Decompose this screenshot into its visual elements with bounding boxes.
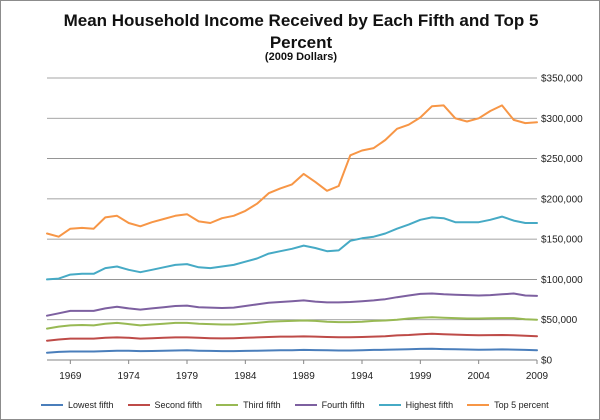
series-line-third-fifth bbox=[46, 316, 538, 330]
y-tick-label: $300,000 bbox=[541, 114, 583, 125]
x-tick-label: 1984 bbox=[234, 371, 257, 382]
legend-swatch bbox=[467, 403, 490, 407]
legend-label: Fourth fifth bbox=[321, 400, 365, 410]
chart-subtitle: (2009 Dollars) bbox=[264, 51, 338, 63]
legend-item: Highest fifth bbox=[378, 400, 454, 410]
legend-item: Third fifth bbox=[216, 400, 281, 410]
y-tick-label: $200,000 bbox=[541, 194, 583, 205]
legend-swatch bbox=[378, 403, 401, 407]
y-tick-label: $100,000 bbox=[541, 275, 583, 286]
x-tick-label: 1994 bbox=[351, 371, 374, 382]
legend: Lowest fifth Second fifth Third fifth Fourt… bbox=[41, 397, 581, 413]
x-tick-label: 1974 bbox=[118, 371, 141, 382]
x-tick-label: 1979 bbox=[176, 371, 199, 382]
legend-item: Lowest fifth bbox=[41, 400, 114, 410]
x-tick-label: 2004 bbox=[468, 371, 491, 382]
series-line-lowest-fifth bbox=[46, 347, 538, 354]
series-line-highest-fifth bbox=[46, 215, 538, 281]
y-tick-label: $350,000 bbox=[541, 74, 583, 85]
x-tick-label: 2009 bbox=[526, 371, 549, 382]
legend-label: Third fifth bbox=[243, 400, 281, 410]
x-tick-label: 1989 bbox=[293, 371, 316, 382]
y-tick-label: $0 bbox=[541, 356, 553, 367]
y-tick-label: $50,000 bbox=[541, 315, 578, 326]
legend-label: Top 5 percent bbox=[494, 400, 549, 410]
legend-item: Top 5 percent bbox=[467, 400, 549, 410]
y-tick-label: $250,000 bbox=[541, 154, 583, 165]
chart-title: Mean Household Income Received by Each F… bbox=[63, 11, 539, 52]
legend-item: Fourth fifth bbox=[294, 400, 365, 410]
legend-swatch bbox=[41, 403, 63, 407]
series-line-fourth-fifth bbox=[46, 292, 538, 317]
x-tick-label: 1999 bbox=[409, 371, 432, 382]
series-line-top-5-percent bbox=[46, 104, 538, 238]
legend-swatch bbox=[127, 403, 150, 407]
legend-item: Second fifth bbox=[127, 400, 203, 410]
x-tick-label: 1969 bbox=[59, 371, 82, 382]
legend-label: Highest fifth bbox=[405, 400, 454, 410]
series-line-second-fifth bbox=[46, 332, 538, 342]
legend-swatch bbox=[216, 403, 239, 407]
y-tick-label: $150,000 bbox=[541, 235, 583, 246]
legend-swatch bbox=[294, 403, 317, 407]
legend-label: Second fifth bbox=[154, 400, 203, 410]
legend-label: Lowest fifth bbox=[68, 400, 114, 410]
